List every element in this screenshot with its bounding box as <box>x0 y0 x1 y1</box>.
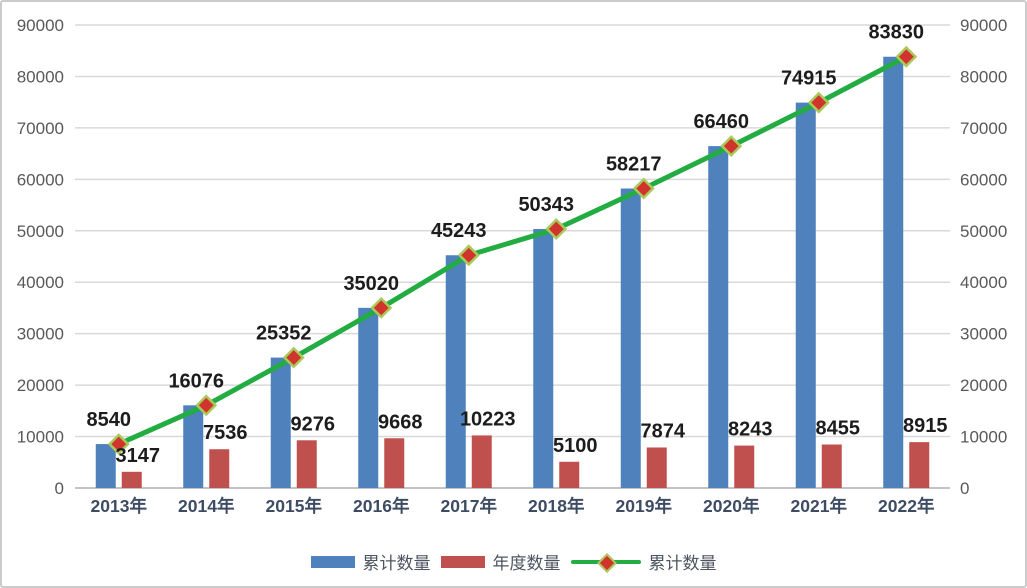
bar-annual <box>821 444 842 488</box>
bar-annual <box>384 438 405 488</box>
x-tick: 2017年 <box>441 496 498 516</box>
diamond-marker <box>282 346 305 369</box>
bar-annual <box>121 471 142 488</box>
x-tick: 2022年 <box>878 496 935 516</box>
data-label-cumulative: 35020 <box>343 273 399 295</box>
y-tick-left: 10000 <box>17 428 64 447</box>
data-label-cumulative: 66460 <box>693 111 749 133</box>
data-label-annual: 9276 <box>291 413 336 435</box>
bar-cumulative <box>883 56 904 489</box>
bar-cumulative <box>445 255 466 488</box>
bar-annual <box>209 449 230 488</box>
legend-item-cumulative-line: 累计数量 <box>570 549 717 574</box>
data-label-cumulative: 50343 <box>518 194 574 216</box>
bar-cumulative <box>620 188 641 489</box>
x-tick: 2020年 <box>703 496 760 516</box>
diamond-marker <box>457 244 480 267</box>
x-tick: 2021年 <box>791 496 848 516</box>
y-tick-right: 20000 <box>960 376 1007 395</box>
bar-annual <box>734 445 755 488</box>
bar-annual <box>646 447 667 488</box>
diamond-marker <box>807 91 830 114</box>
bar-annual <box>559 461 580 488</box>
x-tick: 2019年 <box>616 496 673 516</box>
y-tick-left: 40000 <box>17 273 64 292</box>
y-tick-left: 90000 <box>17 16 64 35</box>
y-tick-left: 0 <box>55 479 64 498</box>
data-label-annual: 7874 <box>641 420 686 442</box>
bar-cumulative <box>95 444 116 488</box>
legend-label: 年度数量 <box>492 554 561 573</box>
diamond-marker <box>632 177 655 200</box>
legend: 累计数量 年度数量 累计数量 <box>2 549 1025 574</box>
diamond-marker <box>107 433 130 456</box>
x-tick: 2014年 <box>178 496 235 516</box>
data-label-cumulative: 25352 <box>256 323 312 345</box>
y-tick-left: 80000 <box>17 67 64 86</box>
bar-annual <box>909 442 930 488</box>
legend-swatch-cumulative-bar-icon <box>310 555 355 568</box>
y-tick-right: 40000 <box>960 273 1007 292</box>
bar-annual <box>471 435 492 488</box>
legend-swatch-cumulative-line-icon <box>570 552 641 573</box>
data-label-cumulative: 58217 <box>606 154 662 176</box>
diamond-marker <box>195 394 218 417</box>
data-label-annual: 7536 <box>203 422 248 444</box>
bar-cumulative <box>795 102 816 488</box>
y-tick-left: 70000 <box>17 119 64 138</box>
x-tick: 2016年 <box>353 496 410 516</box>
data-label-cumulative: 8540 <box>87 409 132 431</box>
diamond-marker <box>370 296 393 319</box>
bar-cumulative <box>270 357 291 488</box>
data-label-cumulative: 74915 <box>781 68 837 90</box>
cumulative-line <box>116 54 909 447</box>
legend-label: 累计数量 <box>648 554 717 573</box>
legend-label: 累计数量 <box>362 554 431 573</box>
diamond-marker <box>720 135 743 158</box>
data-label-annual: 8455 <box>816 418 861 440</box>
bar-cumulative <box>533 229 554 488</box>
y-tick-left: 20000 <box>17 376 64 395</box>
legend-diamond-marker-icon <box>596 552 617 573</box>
data-label-cumulative: 16076 <box>168 370 224 392</box>
y-tick-left: 30000 <box>17 325 64 344</box>
y-tick-right: 90000 <box>960 16 1007 35</box>
bar-cumulative <box>708 146 729 488</box>
diamond-marker <box>895 45 918 68</box>
y-tick-right: 30000 <box>960 325 1007 344</box>
legend-item-cumulative-bar: 累计数量 <box>310 549 431 574</box>
data-label-annual: 10223 <box>460 408 516 430</box>
data-label-cumulative: 45243 <box>431 220 487 242</box>
y-tick-left: 60000 <box>17 170 64 189</box>
data-label-annual: 8243 <box>728 419 773 441</box>
data-label-annual: 5100 <box>553 435 598 457</box>
y-tick-left: 50000 <box>17 222 64 241</box>
bar-annual <box>296 440 317 488</box>
x-tick: 2018年 <box>528 496 585 516</box>
y-tick-right: 50000 <box>960 222 1007 241</box>
y-tick-right: 60000 <box>960 170 1007 189</box>
bar-cumulative <box>183 405 204 488</box>
y-tick-right: 0 <box>960 479 969 498</box>
x-tick: 2015年 <box>266 496 323 516</box>
y-tick-right: 70000 <box>960 119 1007 138</box>
bar-cumulative <box>358 307 379 488</box>
y-tick-right: 80000 <box>960 67 1007 86</box>
legend-swatch-annual-bar-icon <box>440 555 485 568</box>
x-tick: 2013年 <box>91 496 148 516</box>
data-label-cumulative: 83830 <box>868 22 924 44</box>
data-label-annual: 9668 <box>378 411 423 433</box>
data-label-annual: 8915 <box>903 415 948 437</box>
diamond-marker <box>545 218 568 240</box>
data-label-annual: 3147 <box>116 445 161 467</box>
legend-item-annual-bar: 年度数量 <box>440 549 561 574</box>
y-tick-right: 10000 <box>960 428 1007 447</box>
